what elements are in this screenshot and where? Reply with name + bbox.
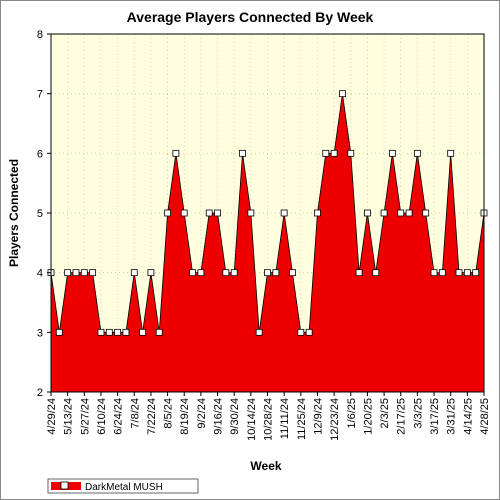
data-point	[322, 149, 330, 157]
x-tick-label: 7/8/24	[129, 398, 141, 429]
y-tick-label: 4	[37, 268, 43, 280]
data-point	[380, 209, 388, 217]
data-point	[205, 209, 213, 217]
x-tick-label: 1/20/25	[362, 398, 374, 435]
data-point	[89, 269, 97, 277]
data-point	[72, 269, 80, 277]
data-point	[189, 269, 196, 277]
x-tick-label: 8/19/24	[179, 398, 191, 435]
data-point	[397, 209, 405, 217]
legend-marker	[60, 481, 69, 490]
data-point	[355, 269, 363, 277]
y-tick-label: 2	[37, 387, 43, 399]
legend-box	[47, 478, 199, 494]
x-tick-label: 3/3/25	[412, 398, 424, 429]
data-point	[197, 269, 205, 277]
data-point	[297, 328, 305, 336]
data-point	[430, 269, 438, 277]
x-tick-label: 10/28/24	[263, 398, 275, 441]
x-tick-label: 4/28/25	[479, 398, 491, 435]
data-point	[214, 209, 221, 217]
data-point	[247, 209, 255, 217]
data-point	[314, 209, 321, 217]
data-point	[164, 209, 171, 217]
data-point	[80, 269, 88, 277]
x-tick-label: 2/3/25	[379, 398, 391, 429]
data-point	[147, 269, 155, 277]
y-tick-label: 5	[37, 208, 43, 220]
x-tick-label: 6/24/24	[113, 398, 125, 435]
y-axis-label: Players Connected	[7, 159, 21, 267]
legend-entry: DarkMetal MUSH	[85, 482, 163, 493]
y-tick-label: 7	[37, 89, 43, 101]
data-point	[272, 269, 280, 277]
data-point	[139, 328, 147, 336]
data-point	[97, 328, 105, 336]
x-tick-label: 9/16/24	[213, 398, 225, 435]
data-point	[347, 149, 355, 157]
x-tick-label: 11/25/24	[296, 398, 308, 440]
data-point	[413, 149, 421, 157]
x-tick-label: 5/13/24	[63, 398, 75, 435]
y-tick-label: 8	[37, 29, 43, 41]
x-tick-label: 9/30/24	[229, 398, 241, 435]
x-tick-label: 12/23/24	[329, 398, 341, 441]
x-tick-label: 1/6/25	[346, 398, 358, 429]
data-point	[155, 328, 163, 336]
data-point	[472, 269, 480, 277]
data-point	[330, 149, 338, 157]
x-tick-label: 8/5/24	[163, 398, 175, 429]
data-point	[55, 328, 63, 336]
data-point	[172, 149, 180, 157]
x-tick-labels: 4/29/24 5/13/24 5/27/24 6/10/24 6/24/24 7/8/2…	[46, 392, 491, 441]
data-point	[130, 269, 138, 277]
x-tick-label: 2/17/25	[396, 398, 408, 435]
data-point	[230, 269, 238, 277]
data-point	[222, 269, 230, 277]
x-tick-label: 3/17/25	[429, 398, 441, 435]
data-point	[364, 209, 371, 217]
data-point	[438, 269, 446, 277]
data-point	[64, 269, 72, 277]
x-tick-label: 5/27/24	[79, 398, 91, 435]
data-point	[339, 90, 346, 98]
data-point	[289, 269, 296, 277]
data-point	[264, 269, 271, 277]
y-tick-label: 6	[37, 148, 43, 160]
x-tick-label: 11/11/24	[279, 398, 291, 439]
data-point	[122, 328, 130, 336]
data-point	[255, 328, 263, 336]
legend: DarkMetal MUSH	[47, 478, 199, 494]
x-tick-label: 3/31/25	[446, 398, 458, 435]
x-tick-label: 10/14/24	[246, 398, 258, 441]
y-tick-label: 3	[37, 327, 43, 339]
data-point	[180, 209, 188, 217]
data-point	[447, 149, 455, 157]
data-point	[305, 328, 313, 336]
data-point	[405, 209, 413, 217]
data-point	[422, 209, 430, 217]
data-point	[388, 149, 396, 157]
x-axis-label: Week	[250, 459, 281, 473]
x-tick-label: 12/9/24	[312, 398, 324, 435]
y-tick-labels: 2 3 4 5 6 7 8	[37, 29, 51, 399]
data-point	[455, 269, 463, 277]
x-tick-label: 4/14/25	[462, 398, 474, 435]
data-point	[105, 328, 113, 336]
data-point	[372, 269, 380, 277]
chart-title: Average Players Connected By Week	[127, 9, 374, 25]
data-point	[280, 209, 288, 217]
x-tick-label: 4/29/24	[46, 398, 58, 435]
data-point	[239, 149, 246, 157]
x-tick-label: 7/22/24	[146, 398, 158, 435]
data-point	[114, 328, 122, 336]
data-point	[463, 269, 471, 277]
x-tick-label: 9/2/24	[196, 398, 208, 429]
x-tick-label: 6/10/24	[96, 398, 108, 435]
